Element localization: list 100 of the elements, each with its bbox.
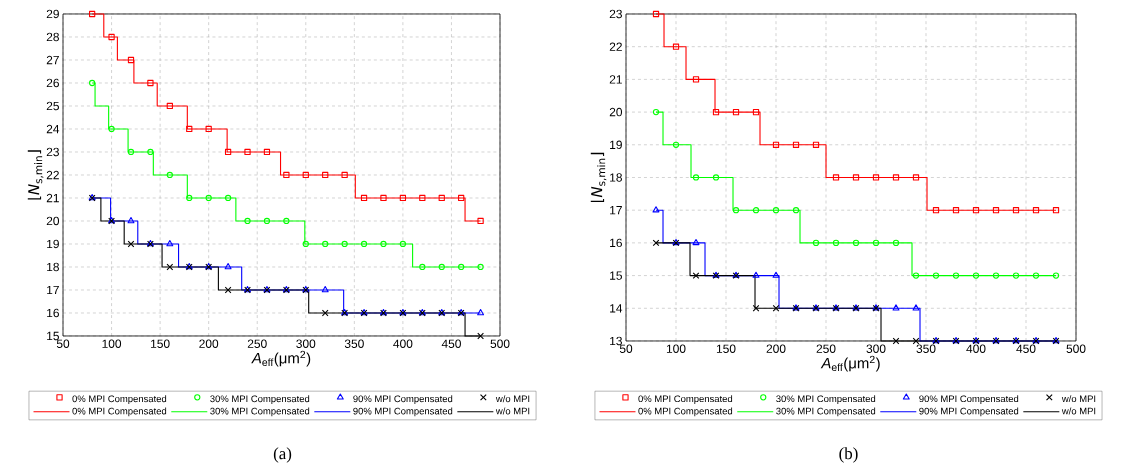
point — [652, 10, 660, 18]
legend-label: 30% MPI Compensated — [776, 395, 876, 404]
point — [1012, 207, 1020, 214]
point — [772, 207, 780, 214]
point — [912, 174, 920, 181]
legend-label: 0% MPI Compensated — [72, 407, 167, 417]
point — [438, 194, 445, 202]
x-tick-label: 50 — [619, 344, 633, 353]
point — [752, 304, 760, 312]
point — [166, 102, 173, 110]
x-tick-label: 500 — [490, 339, 510, 348]
text: (b) — [839, 447, 858, 463]
x-tick-label: 250 — [247, 339, 267, 348]
point — [912, 304, 920, 311]
legend-label: 0% MPI Compensated — [72, 395, 167, 404]
point — [652, 206, 660, 213]
y-tick-label: 29 — [46, 9, 59, 19]
point — [672, 141, 680, 148]
x-tick-label: 450 — [441, 339, 461, 348]
point — [692, 174, 700, 181]
x-tick-label: 450 — [1016, 344, 1036, 353]
point — [380, 240, 387, 248]
point — [892, 304, 900, 311]
point — [792, 207, 800, 214]
point — [972, 272, 980, 279]
point — [812, 141, 820, 148]
point — [952, 207, 960, 214]
x-axis-title: A$_{eff}$(μm$^{2}$) — [251, 350, 311, 367]
y-tick-label: 23 — [609, 9, 622, 19]
y-axis-title: ⌊N$_{s,min}$⌋ — [590, 152, 607, 203]
point — [652, 239, 660, 247]
x-tick-label: 400 — [966, 344, 986, 353]
point — [852, 239, 860, 247]
point — [360, 240, 368, 248]
y-tick-label: 15 — [47, 331, 59, 341]
y-axis-title: ⌊N$_{s,min}$⌋ — [27, 150, 44, 200]
y-tick-label: 20 — [46, 216, 60, 226]
point — [263, 217, 271, 225]
y-tick-label: 18 — [47, 262, 59, 272]
point — [302, 171, 309, 179]
point — [932, 207, 940, 214]
point — [772, 271, 780, 278]
legend-label: 90% MPI Compensated — [919, 407, 1019, 417]
y-tick-label: 22 — [609, 42, 622, 51]
point — [302, 240, 309, 248]
point — [477, 332, 484, 340]
x-tick-label: 300 — [296, 339, 316, 348]
point — [419, 263, 426, 271]
x-tick-label: 100 — [666, 344, 686, 353]
point — [712, 108, 720, 116]
point — [205, 194, 212, 202]
x-tick-label: 300 — [866, 344, 886, 353]
point — [892, 174, 900, 181]
point — [224, 286, 232, 294]
y-tick-label: 26 — [46, 78, 59, 88]
point — [912, 272, 920, 279]
point — [127, 148, 135, 156]
y-tick-label: 13 — [610, 336, 622, 346]
point — [458, 263, 465, 271]
point — [108, 33, 115, 41]
x-tick-label: 500 — [1066, 344, 1086, 353]
x-tick-label: 350 — [344, 339, 364, 348]
point — [224, 263, 232, 270]
point — [322, 171, 329, 179]
point — [692, 238, 700, 246]
legend-label: w/o MPI — [1061, 407, 1096, 415]
point — [477, 309, 485, 316]
point — [380, 194, 387, 202]
legend-label: w/o MPI — [495, 407, 530, 415]
point — [772, 304, 780, 312]
point — [147, 79, 154, 87]
point — [438, 263, 445, 271]
point — [1032, 207, 1040, 214]
point — [812, 239, 820, 247]
x-axis-title: A$_{eff}$(μm$^{2}$) — [820, 355, 880, 372]
y-tick-label: 21 — [46, 193, 59, 203]
point — [692, 272, 700, 279]
point — [127, 217, 135, 224]
point — [792, 141, 800, 148]
y-tick-label: 20 — [609, 107, 623, 117]
point — [186, 125, 193, 133]
legend-label: w/o MPI — [495, 395, 530, 403]
point — [399, 194, 407, 202]
point — [166, 171, 173, 179]
legend-label: 30% MPI Compensated — [210, 395, 310, 404]
point — [932, 272, 940, 279]
text: (a) — [273, 447, 292, 463]
y-tick-label: 14 — [610, 304, 623, 313]
point — [772, 141, 780, 148]
point — [341, 240, 348, 248]
point — [732, 108, 740, 116]
point — [872, 174, 880, 181]
point — [321, 309, 329, 317]
y-tick-label: 19 — [47, 239, 59, 249]
x-tick-label: 150 — [151, 339, 170, 348]
legend-label: w/o MPI — [1061, 395, 1096, 403]
point — [458, 194, 465, 202]
y-tick-label: 16 — [47, 308, 59, 318]
point — [341, 171, 348, 179]
y-tick-label: 17 — [610, 206, 622, 215]
